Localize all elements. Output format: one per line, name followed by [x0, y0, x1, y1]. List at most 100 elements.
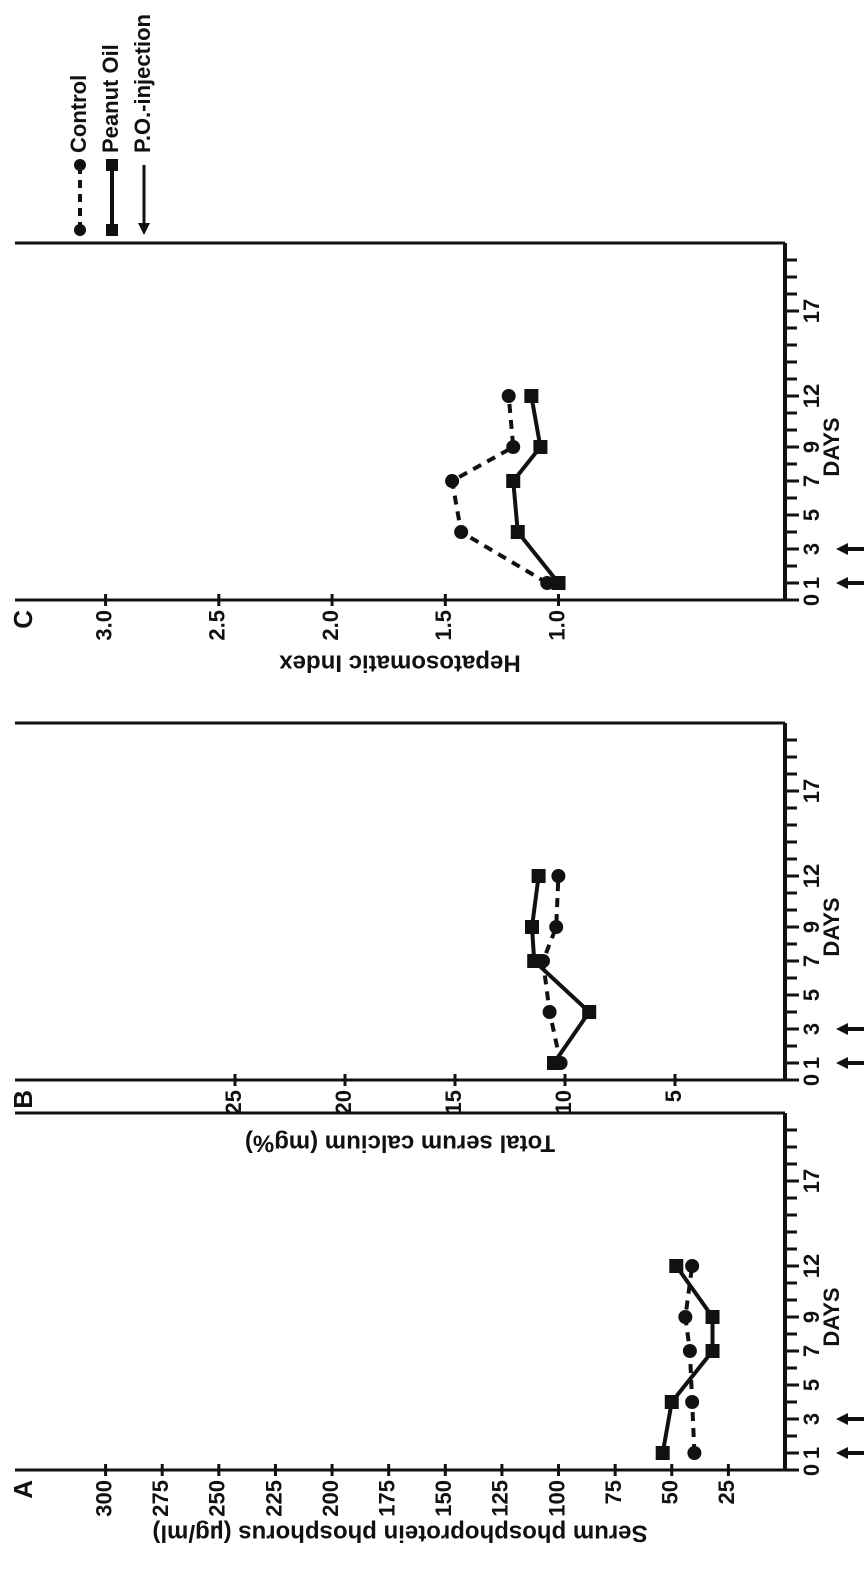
x-tick-label: 17	[799, 779, 824, 803]
point	[685, 1395, 700, 1409]
x-tick-label: 17	[799, 299, 824, 323]
legend-label: Peanut Oil	[98, 44, 123, 153]
y-tick-label: 2.5	[205, 610, 230, 641]
y-tick-label: 200	[318, 1480, 343, 1517]
x-tick-label: 0	[799, 1074, 824, 1086]
point	[678, 1310, 693, 1324]
x-tick-label: 12	[799, 1254, 824, 1278]
x-tick-label: 5	[799, 989, 824, 1001]
y-tick-label: 1.5	[431, 610, 456, 641]
x-tick-label: 9	[799, 1311, 824, 1323]
x-axis-title: DAYS	[819, 897, 844, 956]
point	[547, 1056, 561, 1070]
panel-label: A	[8, 1480, 38, 1499]
x-tick-label: 12	[799, 384, 824, 408]
legend-marker	[106, 224, 118, 236]
legend-arrowhead	[138, 223, 150, 235]
series-line	[529, 875, 592, 1065]
y-tick-label: 250	[205, 1480, 230, 1517]
x-tick-label: 0	[799, 594, 824, 606]
x-tick-label: 1	[799, 1447, 824, 1459]
y-tick-label: 25	[714, 1480, 739, 1504]
y-tick-label: 20	[331, 1090, 356, 1114]
injection-arrowhead	[836, 1447, 848, 1459]
y-tick-label: 5	[661, 1090, 686, 1102]
y-axis-title: Hepatosomatic Index	[279, 650, 521, 677]
y-tick-label: 125	[488, 1480, 513, 1517]
y-tick-label: 225	[261, 1480, 286, 1517]
series-line	[449, 395, 549, 585]
point	[669, 1259, 684, 1273]
x-tick-label: 3	[799, 1023, 824, 1035]
x-tick-label: 0	[799, 1464, 824, 1476]
x-tick-label: 5	[799, 509, 824, 521]
y-tick-label: 300	[91, 1480, 116, 1517]
point	[705, 1310, 720, 1324]
x-axis-title: DAYS	[819, 1287, 844, 1346]
y-tick-label: 15	[441, 1090, 466, 1114]
point	[524, 389, 539, 403]
legend-marker	[74, 224, 86, 236]
x-tick-label: 3	[799, 1413, 824, 1425]
x-tick-label: 12	[799, 864, 824, 888]
point	[655, 1446, 670, 1460]
injection-arrowhead	[836, 1413, 848, 1425]
point	[506, 474, 521, 488]
point	[525, 920, 539, 934]
point	[705, 1344, 720, 1358]
point	[454, 525, 469, 539]
y-tick-label: 150	[431, 1480, 456, 1517]
y-tick-label: 2.0	[318, 610, 343, 641]
legend-marker	[106, 159, 118, 171]
y-tick-label: 75	[601, 1480, 626, 1504]
injection-arrowhead	[836, 543, 848, 555]
point	[682, 1344, 697, 1358]
y-tick-label: 25	[221, 1090, 246, 1114]
legend-label: P.O.-injection	[130, 14, 155, 153]
y-tick-label: 50	[658, 1480, 683, 1504]
y-tick-label: 3.0	[91, 610, 116, 641]
point	[445, 474, 460, 488]
point	[582, 1005, 597, 1019]
series-line	[660, 1264, 715, 1454]
y-tick-label: 100	[544, 1480, 569, 1517]
x-tick-label: 7	[799, 955, 824, 967]
point	[533, 440, 548, 454]
x-tick-label: 5	[799, 1379, 824, 1391]
x-tick-label: 1	[799, 577, 824, 589]
point	[527, 954, 542, 968]
y-tick-label: 175	[374, 1480, 399, 1517]
point	[685, 1259, 700, 1273]
panel-label: C	[8, 610, 38, 629]
x-axis-title: DAYS	[819, 417, 844, 476]
y-tick-label: 1.0	[544, 610, 569, 641]
x-tick-label: 17	[799, 1169, 824, 1193]
point	[531, 869, 546, 883]
point	[510, 525, 525, 539]
legend-label: Control	[66, 75, 91, 153]
y-tick-label: 275	[148, 1480, 173, 1517]
x-tick-label: 1	[799, 1057, 824, 1069]
rotated-figure: A 255075100125150175200225250275300013579…	[8, 14, 864, 1547]
y-axis-title: Total serum calcium (mg%)	[245, 1130, 555, 1157]
point	[549, 920, 564, 934]
injection-arrowhead	[836, 1057, 848, 1069]
x-tick-label: 3	[799, 543, 824, 555]
y-tick-label: 10	[551, 1090, 576, 1114]
series-line	[511, 395, 561, 585]
legend-marker	[74, 159, 86, 171]
x-tick-label: 9	[799, 441, 824, 453]
point	[664, 1395, 679, 1409]
point	[551, 869, 566, 883]
y-axis-title: Serum phosphoprotein phosphorus (µg/ml)	[152, 1520, 647, 1547]
point	[506, 440, 521, 454]
injection-arrowhead	[836, 1023, 848, 1035]
x-tick-label: 7	[799, 1345, 824, 1357]
point	[540, 576, 555, 590]
point	[687, 1446, 702, 1460]
point	[501, 389, 516, 403]
point	[551, 576, 566, 590]
x-tick-label: 7	[799, 475, 824, 487]
x-tick-label: 9	[799, 921, 824, 933]
